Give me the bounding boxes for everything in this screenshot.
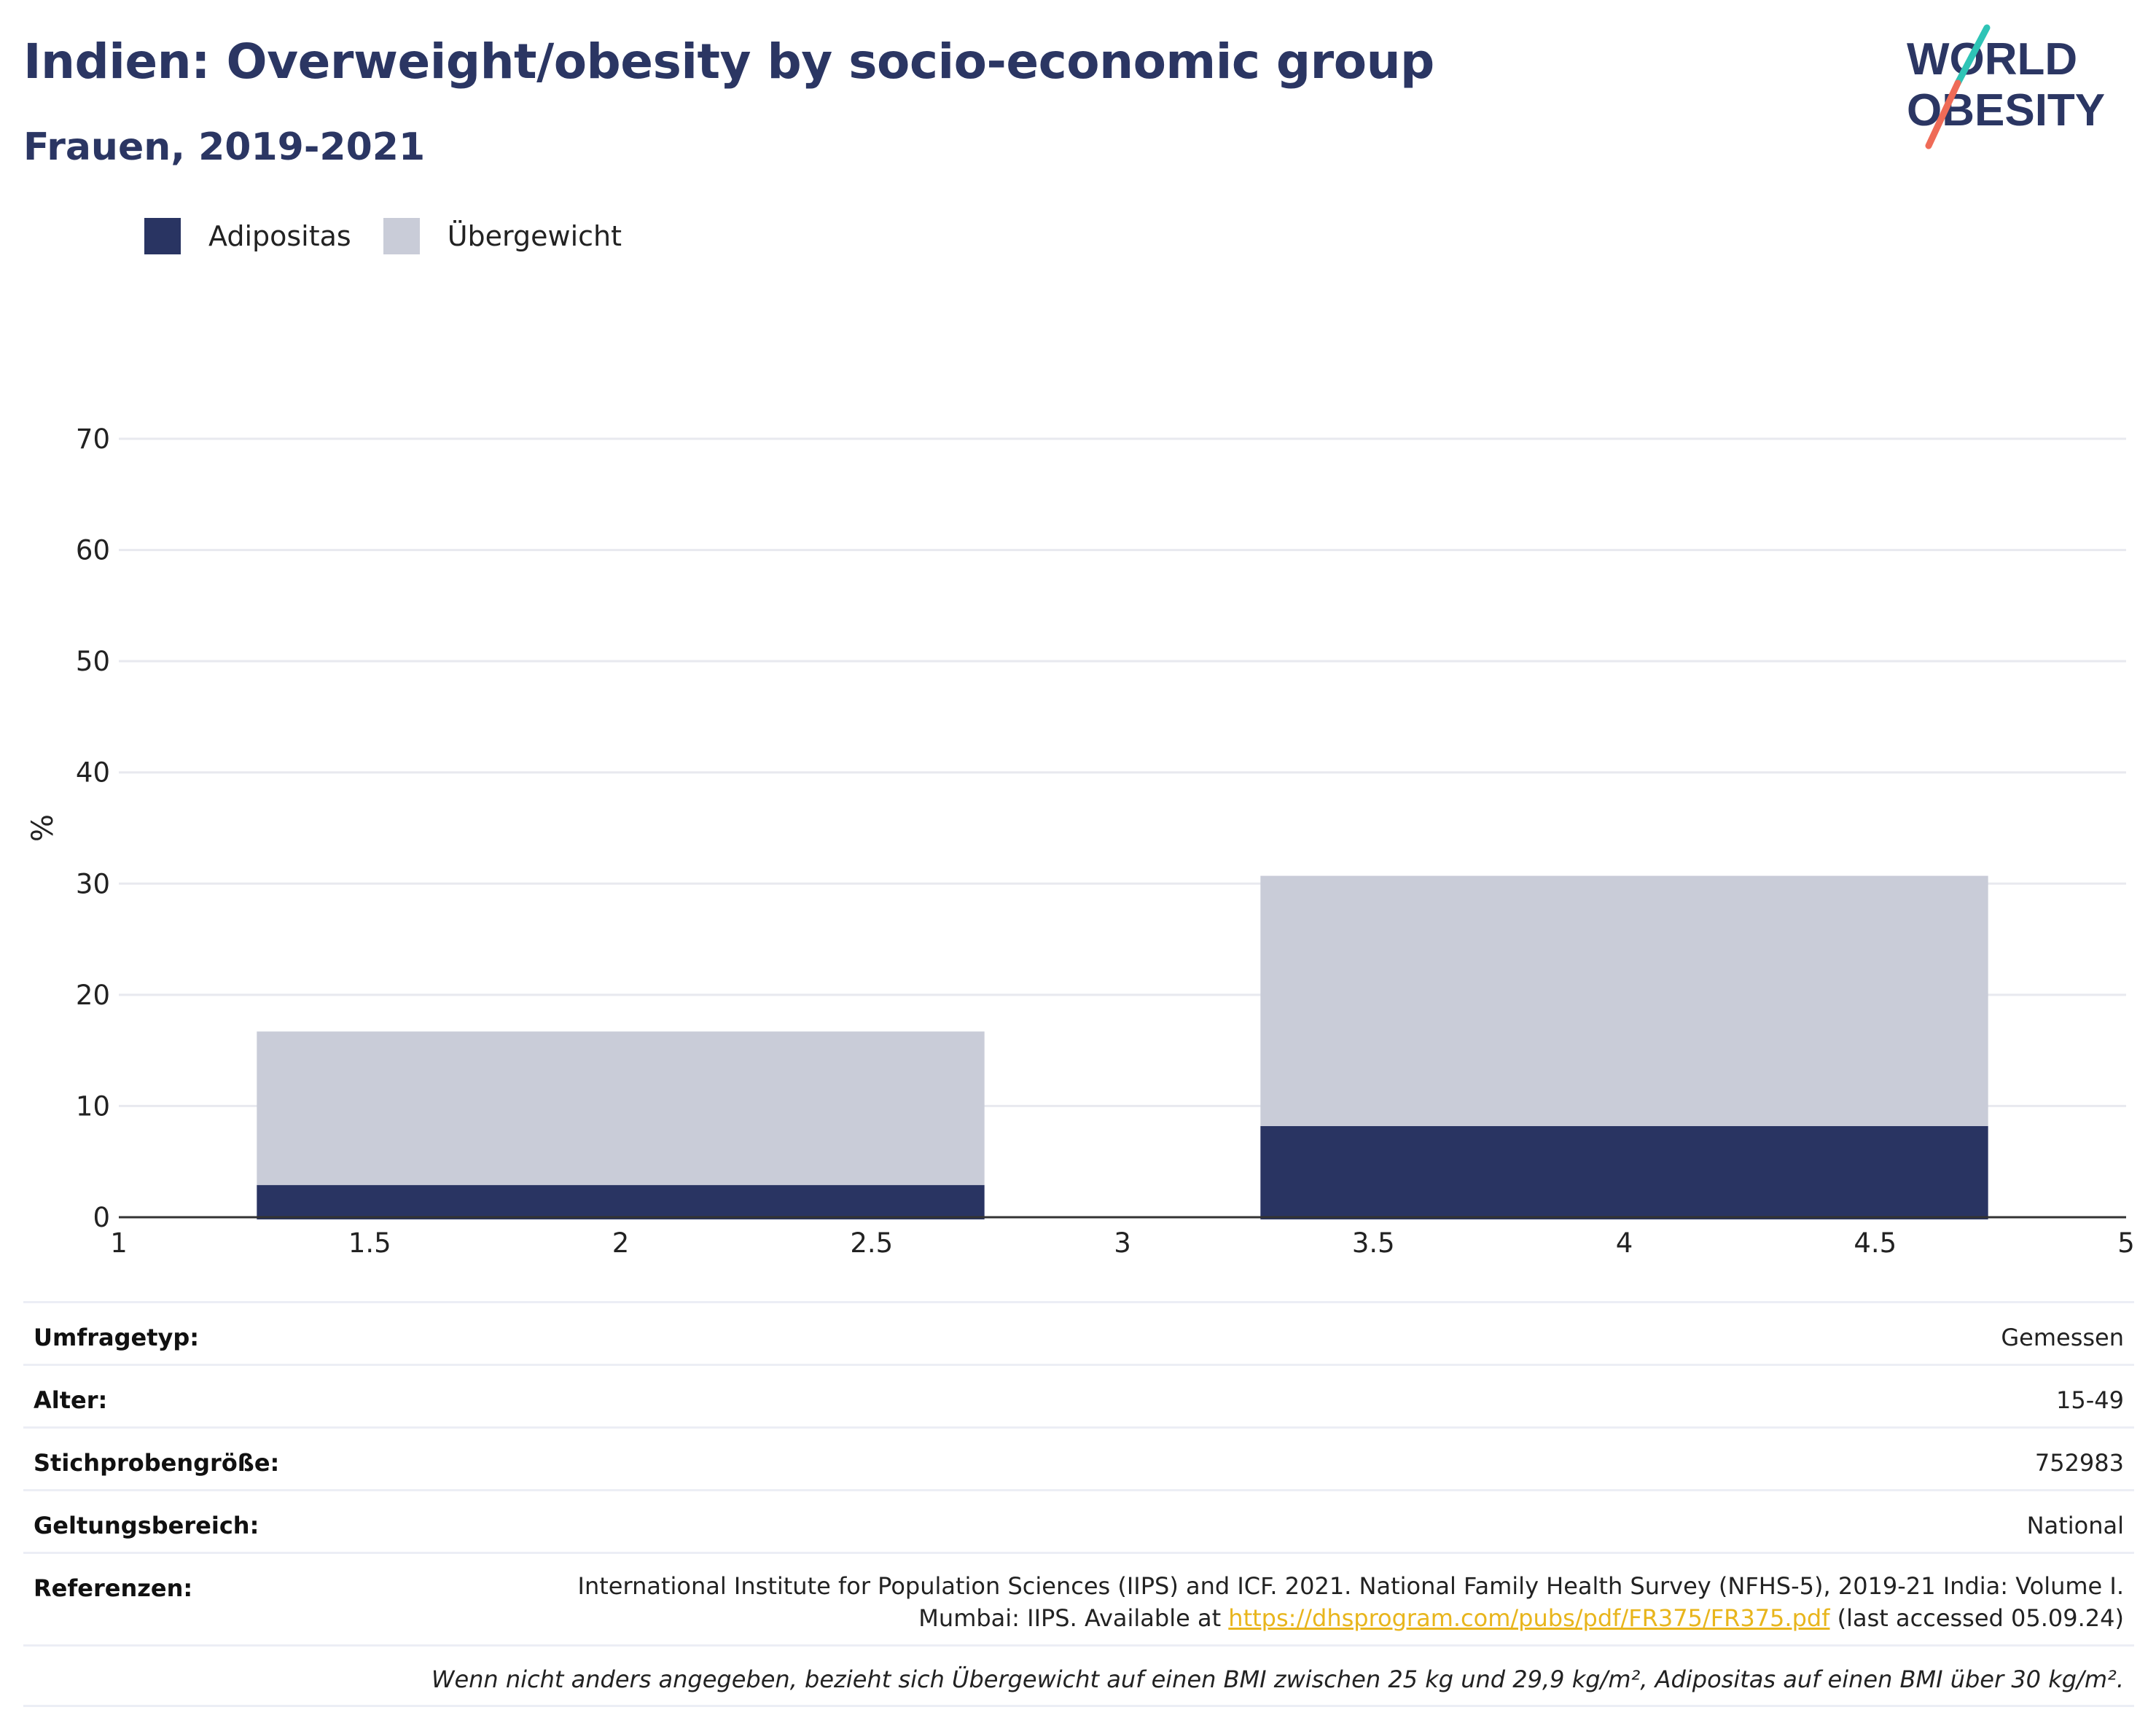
bar-adipositas — [1260, 1125, 1988, 1219]
y-tick-label: 20 — [76, 980, 110, 1011]
bar-uebergewicht — [257, 1031, 985, 1185]
meta-label: Referenzen: — [34, 1574, 193, 1602]
x-tick-label: 3 — [1114, 1227, 1131, 1254]
meta-label: Alter: — [34, 1386, 108, 1414]
bar-uebergewicht — [1260, 875, 1988, 1126]
reference-link[interactable]: https://dhsprogram.com/pubs/pdf/FR375/FR… — [1228, 1604, 1830, 1632]
x-tick-label: 2.5 — [850, 1227, 893, 1254]
y-tick-label: 10 — [76, 1090, 110, 1122]
legend: Adipositas Übergewicht — [144, 217, 654, 255]
y-tick-label: 30 — [76, 868, 110, 899]
metadata-table: Umfragetyp: Gemessen Alter: 15-49 Stichp… — [23, 1301, 2134, 1707]
y-axis-label: % — [26, 814, 60, 842]
legend-swatch-uebergewicht — [383, 218, 420, 254]
y-tick-label: 0 — [93, 1202, 110, 1233]
reference-suffix: (last accessed 05.09.24) — [1829, 1604, 2124, 1632]
reference-text: International Institute for Population S… — [578, 1570, 2124, 1634]
meta-label: Geltungsbereich: — [34, 1512, 259, 1539]
chart-subtitle: Frauen, 2019-2021 — [23, 125, 426, 169]
meta-value: 15-49 — [2056, 1386, 2124, 1414]
x-tick-label: 4.5 — [1854, 1227, 1897, 1254]
x-tick-label: 1.5 — [348, 1227, 391, 1254]
footnote: Wenn nicht anders angegeben, bezieht sic… — [23, 1644, 2134, 1707]
y-tick-label: 50 — [76, 646, 110, 677]
meta-row-survey-type: Umfragetyp: Gemessen — [23, 1301, 2134, 1364]
meta-value: National — [2026, 1512, 2124, 1539]
meta-row-scope: Geltungsbereich: National — [23, 1489, 2134, 1552]
legend-label: Adipositas — [208, 220, 351, 252]
meta-row-references: Referenzen: International Institute for … — [23, 1552, 2134, 1644]
legend-swatch-adipositas — [144, 218, 181, 254]
meta-value: 752983 — [2034, 1449, 2124, 1477]
bar-adipositas — [257, 1184, 985, 1219]
reference-prefix: Mumbai: IIPS. Available at — [918, 1604, 1229, 1632]
stacked-bar-chart: 0 10 20 30 40 50 60 70% 1 1.5 2 2.5 3 3.5 4 4.5 5 — [26, 423, 2135, 1254]
reference-line-1: International Institute for Population S… — [577, 1572, 2124, 1600]
x-tick-label: 4 — [1616, 1227, 1633, 1254]
meta-label: Umfragetyp: — [34, 1324, 200, 1351]
y-tick-label: 60 — [76, 535, 110, 566]
meta-row-sample-size: Stichprobengröße: 752983 — [23, 1426, 2134, 1489]
meta-label: Stichprobengröße: — [34, 1449, 280, 1477]
x-tick-label: 2 — [612, 1227, 630, 1254]
world-obesity-logo[interactable]: WORLD OBESITY — [1895, 22, 2143, 153]
svg-text:WORLD: WORLD — [1907, 34, 2077, 85]
x-tick-label: 3.5 — [1352, 1227, 1395, 1254]
legend-item-uebergewicht[interactable]: Übergewicht — [383, 218, 622, 254]
x-tick-label: 5 — [2117, 1227, 2135, 1254]
chart-title: Indien: Overweight/obesity by socio-econ… — [23, 34, 1434, 90]
legend-label: Übergewicht — [447, 220, 622, 252]
y-tick-label: 40 — [76, 757, 110, 789]
reference-line-2: Mumbai: IIPS. Available at https://dhspr… — [578, 1602, 2124, 1634]
legend-item-adipositas[interactable]: Adipositas — [144, 218, 351, 254]
y-tick-label: 70 — [76, 423, 110, 455]
meta-value: Gemessen — [2001, 1324, 2124, 1351]
x-tick-label: 1 — [110, 1227, 128, 1254]
meta-row-age: Alter: 15-49 — [23, 1364, 2134, 1426]
